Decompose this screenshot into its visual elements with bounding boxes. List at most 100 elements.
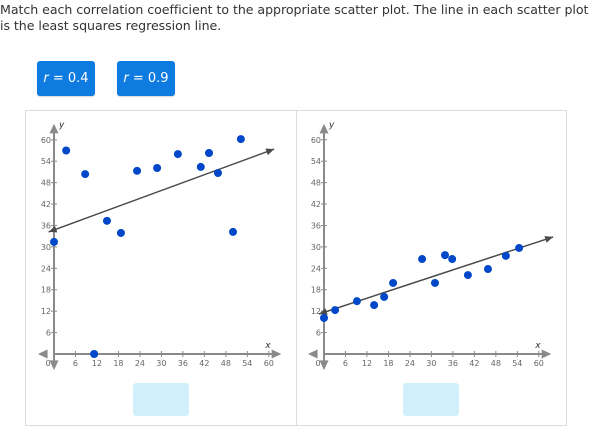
y-tick-label: 6 <box>46 329 51 338</box>
y-axis-arrow-icon <box>49 123 59 134</box>
data-point <box>501 251 510 260</box>
data-point <box>116 228 125 237</box>
x-axis-label: x <box>264 341 271 351</box>
instructions-line-1: Match each correlation coefficient to th… <box>0 2 589 17</box>
instructions: Match each correlation coefficient to th… <box>0 2 600 34</box>
scatter-plot-1: 0 6 12 18 24 30 36 42 48 54 60 6 12 18 24 30 36 42 48 54 60 x… <box>37 120 282 371</box>
tile-r-0-4[interactable]: r = 0.4 <box>37 61 95 96</box>
x-tick-label: 24 <box>405 359 415 368</box>
x-tick-label: 60 <box>264 359 274 368</box>
x-tick-label: 42 <box>469 359 479 368</box>
data-point <box>229 227 237 236</box>
y-tick-label: 24 <box>41 264 51 273</box>
x-tick-label: 12 <box>92 359 102 368</box>
y-tick-label: 18 <box>41 286 51 295</box>
regression-arrow-left-icon <box>48 225 58 233</box>
x-axis-label: x <box>534 341 541 351</box>
x-tick-label: 0 <box>315 359 320 368</box>
x-tick-label: 60 <box>534 359 544 368</box>
x-tick-label: 42 <box>199 359 209 368</box>
x-tick-label: 54 <box>512 359 522 368</box>
data-point <box>352 297 361 306</box>
data-point <box>236 135 245 144</box>
x-axis-left-arrow-icon <box>307 349 318 359</box>
x-tick-label: 36 <box>178 359 188 368</box>
tile-r-0-9[interactable]: r = 0.9 <box>117 61 175 96</box>
data-point <box>62 146 71 155</box>
x-tick-label: 0 <box>45 359 50 368</box>
y-tick-label: 30 <box>41 243 51 252</box>
y-tick-label: 6 <box>316 329 321 338</box>
x-axis-arrow-icon <box>541 349 552 359</box>
data-point <box>441 251 450 260</box>
data-point <box>389 278 398 287</box>
data-point <box>196 162 205 171</box>
data-point <box>173 150 182 159</box>
x-tick-label: 18 <box>383 359 393 368</box>
y-tick-label: 60 <box>311 136 321 145</box>
instructions-line-2: is the least squares regression line. <box>0 18 222 33</box>
tile-variable: r <box>43 71 49 86</box>
tile-value: = 0.9 <box>128 71 169 86</box>
scatter-plot-2: 0 6 12 18 24 30 36 42 48 54 60 6 12 18 24 30 36 42 48 54 60 x… <box>307 120 554 371</box>
regression-arrow-left-icon <box>318 308 328 315</box>
y-tick-label: 24 <box>311 264 321 273</box>
x-tick-label: 30 <box>156 359 166 368</box>
y-axis-arrow-icon <box>319 123 329 134</box>
x-tick-label: 6 <box>73 359 78 368</box>
regression-line <box>48 148 275 233</box>
x-tick-label: 18 <box>113 359 123 368</box>
data-point <box>380 292 389 301</box>
y-axis-label: y <box>328 120 335 130</box>
x-tick-label: 6 <box>343 359 348 368</box>
y-tick-label: 54 <box>311 157 321 166</box>
data-point <box>153 164 162 173</box>
scatter-plots-container: 0 6 12 18 24 30 36 42 48 54 60 6 12 18 24 30 36 42 48 54 60 x… <box>25 110 567 426</box>
data-point <box>448 255 457 264</box>
y-tick-label: 48 <box>41 179 51 188</box>
x-tick-label: 36 <box>448 359 458 368</box>
y-axis-down-arrow-icon <box>319 360 329 371</box>
x-axis-arrow-icon <box>271 349 282 359</box>
y-tick-label: 12 <box>311 307 321 316</box>
data-point <box>483 265 492 274</box>
y-tick-label: 36 <box>311 221 321 230</box>
drop-zone-plot-1[interactable] <box>133 383 189 416</box>
x-tick-label: 24 <box>135 359 145 368</box>
data-point <box>320 313 328 322</box>
x-tick-label: 48 <box>221 359 231 368</box>
x-tick-label: 54 <box>242 359 252 368</box>
data-point <box>331 306 340 315</box>
data-point <box>418 255 427 264</box>
x-tick-label: 48 <box>491 359 501 368</box>
x-axis-left-arrow-icon <box>37 349 48 359</box>
data-point <box>463 271 472 280</box>
y-tick-label: 36 <box>41 221 51 230</box>
data-point <box>430 278 439 287</box>
y-tick-label: 18 <box>311 286 321 295</box>
data-point <box>133 166 142 175</box>
data-point <box>81 170 90 179</box>
tile-value: = 0.4 <box>48 71 89 86</box>
data-point <box>50 237 58 246</box>
data-point <box>90 350 99 358</box>
data-point <box>205 149 214 158</box>
drop-zone-plot-2[interactable] <box>403 383 459 416</box>
y-tick-label: 54 <box>41 157 51 166</box>
regression-arrow-right-icon <box>544 236 554 243</box>
y-tick-label: 42 <box>41 200 51 209</box>
data-point <box>370 301 379 310</box>
data-point <box>515 243 524 252</box>
panel-divider <box>296 111 297 425</box>
x-tick-label: 12 <box>362 359 372 368</box>
y-tick-label: 60 <box>41 136 51 145</box>
data-point <box>213 169 222 178</box>
y-axis-label: y <box>58 120 65 130</box>
y-tick-label: 42 <box>311 200 321 209</box>
x-tick-label: 30 <box>426 359 436 368</box>
y-tick-label: 30 <box>311 243 321 252</box>
data-point <box>102 216 111 225</box>
tile-variable: r <box>123 71 129 86</box>
y-axis-down-arrow-icon <box>49 360 59 371</box>
regression-arrow-right-icon <box>265 148 275 156</box>
